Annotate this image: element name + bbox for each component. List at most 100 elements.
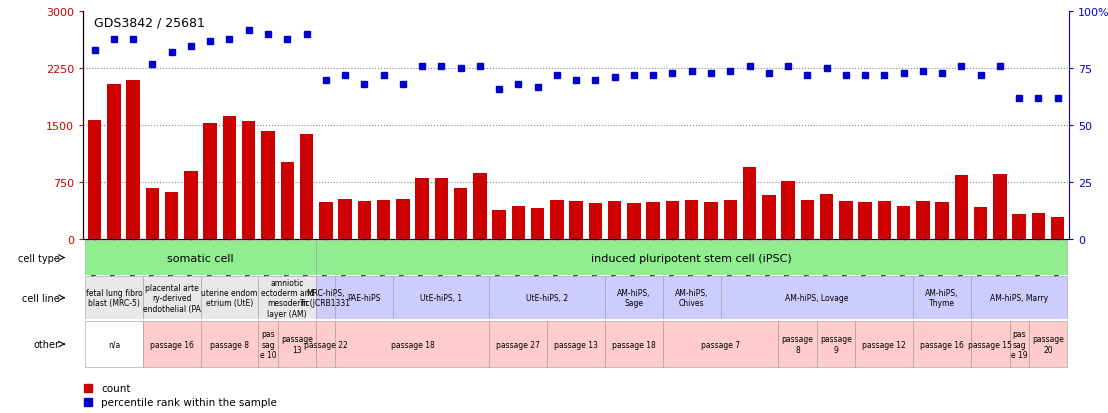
- Bar: [859, 202, 872, 240]
- Text: passage 15: passage 15: [968, 340, 1013, 349]
- Bar: [280, 162, 294, 240]
- Text: cell type: cell type: [18, 253, 60, 263]
- Text: AM-hiPS, Lovage: AM-hiPS, Lovage: [786, 294, 849, 302]
- Text: passage 7: passage 7: [701, 340, 740, 349]
- Bar: [165, 192, 178, 240]
- Bar: [204, 124, 217, 240]
- Text: uterine endom
etrium (UtE): uterine endom etrium (UtE): [202, 288, 258, 308]
- Bar: [143, 321, 201, 368]
- Bar: [473, 173, 486, 240]
- Bar: [663, 277, 720, 319]
- Bar: [278, 321, 316, 368]
- Text: amniotic
ectoderm and
mesoderm
layer (AM): amniotic ectoderm and mesoderm layer (AM…: [260, 278, 314, 318]
- Text: passage
20: passage 20: [1032, 335, 1064, 354]
- Text: passage 27: passage 27: [496, 340, 541, 349]
- Bar: [724, 201, 737, 240]
- Text: passage 8: passage 8: [211, 340, 249, 349]
- Bar: [143, 277, 201, 319]
- Bar: [547, 321, 605, 368]
- Bar: [258, 321, 278, 368]
- Bar: [434, 179, 448, 240]
- Text: passage 18: passage 18: [612, 340, 656, 349]
- Bar: [913, 277, 971, 319]
- Text: other: other: [34, 339, 60, 349]
- Bar: [971, 321, 1009, 368]
- Text: AM-hiPS, Marry: AM-hiPS, Marry: [991, 294, 1048, 302]
- Bar: [107, 84, 121, 240]
- Bar: [839, 202, 852, 240]
- Bar: [935, 202, 948, 240]
- Text: MRC-hiPS,
Tic(JCRB1331: MRC-hiPS, Tic(JCRB1331: [300, 288, 351, 308]
- Bar: [145, 188, 160, 240]
- Bar: [896, 207, 911, 240]
- Bar: [88, 121, 102, 240]
- Text: PAE-hiPS: PAE-hiPS: [348, 294, 381, 302]
- Bar: [85, 321, 143, 368]
- Text: cell line: cell line: [22, 293, 60, 303]
- Bar: [685, 200, 698, 240]
- Bar: [300, 134, 314, 240]
- Text: pas
sag
e 19: pas sag e 19: [1010, 330, 1027, 359]
- Bar: [646, 202, 660, 240]
- Bar: [627, 203, 640, 240]
- Text: passage
8: passage 8: [782, 335, 813, 354]
- Text: fetal lung fibro
blast (MRC-5): fetal lung fibro blast (MRC-5): [85, 288, 142, 308]
- Bar: [720, 277, 913, 319]
- Bar: [319, 202, 332, 240]
- Text: induced pluripotent stem cell (iPSC): induced pluripotent stem cell (iPSC): [592, 253, 792, 263]
- Bar: [916, 202, 930, 240]
- Bar: [316, 277, 336, 319]
- Bar: [531, 209, 544, 240]
- Bar: [490, 321, 547, 368]
- Bar: [971, 277, 1067, 319]
- Bar: [454, 188, 468, 240]
- Bar: [201, 277, 258, 319]
- Bar: [705, 202, 718, 240]
- Text: AM-hiPS,
Thyme: AM-hiPS, Thyme: [925, 288, 958, 308]
- Text: passage 16: passage 16: [920, 340, 964, 349]
- Text: GDS3842 / 25681: GDS3842 / 25681: [94, 17, 205, 29]
- Bar: [974, 208, 987, 240]
- Bar: [316, 241, 1067, 275]
- Bar: [490, 277, 605, 319]
- Bar: [588, 204, 602, 240]
- Bar: [1013, 215, 1026, 240]
- Bar: [492, 210, 506, 240]
- Bar: [570, 202, 583, 240]
- Bar: [336, 321, 490, 368]
- Bar: [663, 321, 779, 368]
- Bar: [338, 199, 351, 240]
- Bar: [258, 277, 316, 319]
- Bar: [1028, 321, 1067, 368]
- Text: placental arte
ry-derived
endothelial (PA: placental arte ry-derived endothelial (P…: [143, 283, 201, 313]
- Text: passage 12: passage 12: [862, 340, 906, 349]
- Bar: [396, 199, 410, 240]
- Text: percentile rank within the sample: percentile rank within the sample: [102, 398, 277, 408]
- Text: UtE-hiPS, 2: UtE-hiPS, 2: [526, 294, 568, 302]
- Bar: [126, 81, 140, 240]
- Bar: [993, 174, 1007, 240]
- Bar: [801, 201, 814, 240]
- Bar: [855, 321, 913, 368]
- Bar: [605, 321, 663, 368]
- Text: n/a: n/a: [107, 340, 120, 349]
- Bar: [223, 117, 236, 240]
- Bar: [184, 171, 197, 240]
- Text: count: count: [102, 383, 131, 393]
- Bar: [336, 277, 393, 319]
- Text: AM-hiPS,
Sage: AM-hiPS, Sage: [617, 288, 650, 308]
- Bar: [955, 176, 968, 240]
- Text: passage
13: passage 13: [281, 335, 312, 354]
- Bar: [377, 200, 390, 240]
- Bar: [261, 131, 275, 240]
- Bar: [242, 121, 256, 240]
- Bar: [742, 168, 757, 240]
- Bar: [1050, 218, 1065, 240]
- Bar: [762, 196, 776, 240]
- Bar: [608, 202, 622, 240]
- Text: passage 18: passage 18: [391, 340, 434, 349]
- Bar: [666, 202, 679, 240]
- Bar: [551, 201, 564, 240]
- Bar: [817, 321, 855, 368]
- Bar: [779, 321, 817, 368]
